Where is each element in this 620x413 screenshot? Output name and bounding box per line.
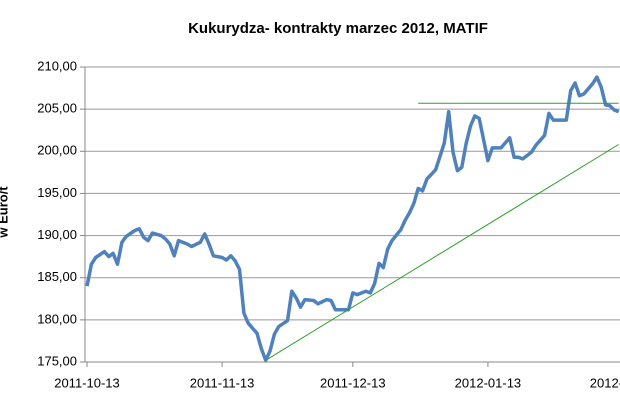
y-tick-label: 180,00: [37, 311, 77, 326]
y-tick-label: 185,00: [37, 269, 77, 284]
y-tick-label: 195,00: [37, 185, 77, 200]
y-axis-label: w Euro/t: [0, 186, 10, 239]
x-tick-label: 2011-10-13: [54, 375, 120, 390]
x-tick-label: 2012-02-13: [590, 375, 620, 390]
x-tick-label: 2011-12-13: [320, 375, 386, 390]
y-tick-label: 175,00: [37, 353, 77, 368]
chart-title: Kukurydza- kontrakty marzec 2012, MATIF: [188, 20, 488, 37]
x-tick-label: 2011-11-13: [190, 375, 255, 390]
price-line: [85, 75, 620, 363]
y-tick-label: 190,00: [37, 227, 77, 242]
trend-line: [265, 144, 619, 361]
y-tick-label: 210,00: [37, 58, 77, 73]
y-tick-label: 205,00: [37, 101, 77, 116]
y-tick-label: 200,00: [37, 143, 77, 158]
x-tick-label: 2012-01-13: [455, 375, 522, 390]
